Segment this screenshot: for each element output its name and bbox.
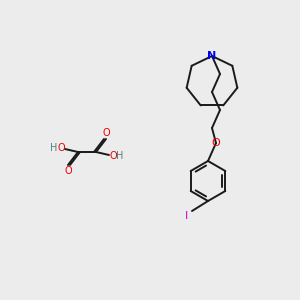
Text: O: O <box>212 138 220 148</box>
Text: H: H <box>50 143 58 153</box>
Text: H: H <box>116 151 124 161</box>
Text: O: O <box>64 166 72 176</box>
Text: O: O <box>102 128 110 138</box>
Text: I: I <box>184 211 188 221</box>
Text: O: O <box>57 143 65 153</box>
Text: N: N <box>207 51 217 61</box>
Text: O: O <box>109 151 117 161</box>
